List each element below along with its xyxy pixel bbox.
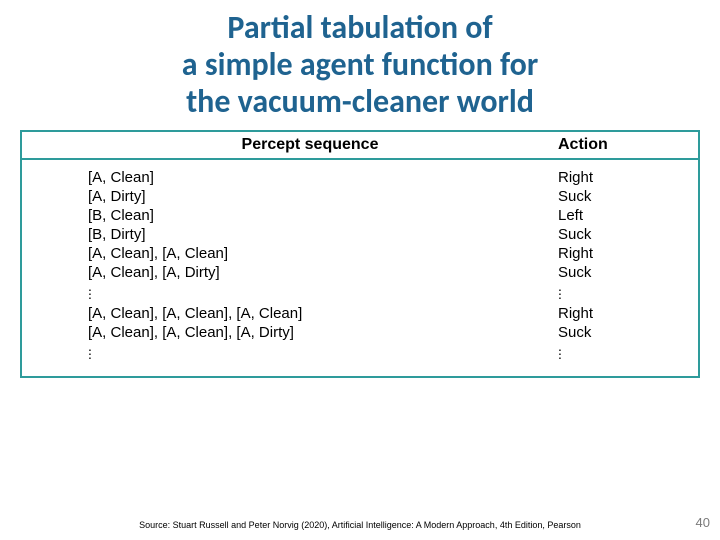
action-cell: Right	[558, 169, 698, 186]
col-header-action: Action	[558, 136, 698, 154]
percept-cell: [A, Clean], [A, Dirty]	[22, 264, 558, 281]
percept-cell: [B, Dirty]	[22, 226, 558, 243]
source-citation: Source: Stuart Russell and Peter Norvig …	[0, 520, 720, 530]
table-header: Percept sequence Action	[22, 132, 698, 160]
table-row: ......	[22, 282, 698, 304]
vertical-ellipsis-icon: ...	[88, 283, 92, 301]
action-cell: Suck	[558, 264, 698, 281]
table-row: [A, Clean], [A, Clean]Right	[22, 244, 698, 263]
col-header-percept: Percept sequence	[22, 136, 558, 154]
action-cell: Suck	[558, 324, 698, 341]
vertical-ellipsis-icon: ...	[88, 343, 92, 361]
action-cell: Left	[558, 207, 698, 224]
percept-cell: [A, Clean], [A, Clean]	[22, 245, 558, 262]
action-cell: Suck	[558, 226, 698, 243]
percept-cell: [A, Clean], [A, Clean], [A, Dirty]	[22, 324, 558, 341]
percept-cell: [A, Clean]	[22, 169, 558, 186]
table-row: [A, Clean], [A, Dirty]Suck	[22, 263, 698, 282]
title-line: a simple agent function for	[0, 47, 720, 84]
action-cell: Right	[558, 245, 698, 262]
table-body: [A, Clean]Right[A, Dirty]Suck[B, Clean]L…	[22, 160, 698, 376]
percept-cell: [B, Clean]	[22, 207, 558, 224]
table-row: [A, Clean]Right	[22, 168, 698, 187]
action-cell: Right	[558, 305, 698, 322]
percept-cell: [A, Dirty]	[22, 188, 558, 205]
table-row: [B, Dirty]Suck	[22, 225, 698, 244]
action-cell: Suck	[558, 188, 698, 205]
title-line: Partial tabulation of	[0, 10, 720, 47]
action-cell: ...	[558, 283, 698, 303]
table-row: ......	[22, 342, 698, 364]
vertical-ellipsis-icon: ...	[558, 343, 562, 361]
table-row: [A, Dirty]Suck	[22, 187, 698, 206]
percept-cell: ...	[22, 283, 558, 303]
slide-title: Partial tabulation ofa simple agent func…	[0, 0, 720, 130]
table-row: [A, Clean], [A, Clean], [A, Dirty]Suck	[22, 323, 698, 342]
percept-cell: [A, Clean], [A, Clean], [A, Clean]	[22, 305, 558, 322]
percept-cell: ...	[22, 343, 558, 363]
vertical-ellipsis-icon: ...	[558, 283, 562, 301]
page-number: 40	[696, 515, 710, 530]
action-cell: ...	[558, 343, 698, 363]
table-row: [A, Clean], [A, Clean], [A, Clean]Right	[22, 304, 698, 323]
table-row: [B, Clean]Left	[22, 206, 698, 225]
title-line: the vacuum-cleaner world	[0, 84, 720, 121]
agent-function-table: Percept sequence Action [A, Clean]Right[…	[20, 130, 700, 378]
